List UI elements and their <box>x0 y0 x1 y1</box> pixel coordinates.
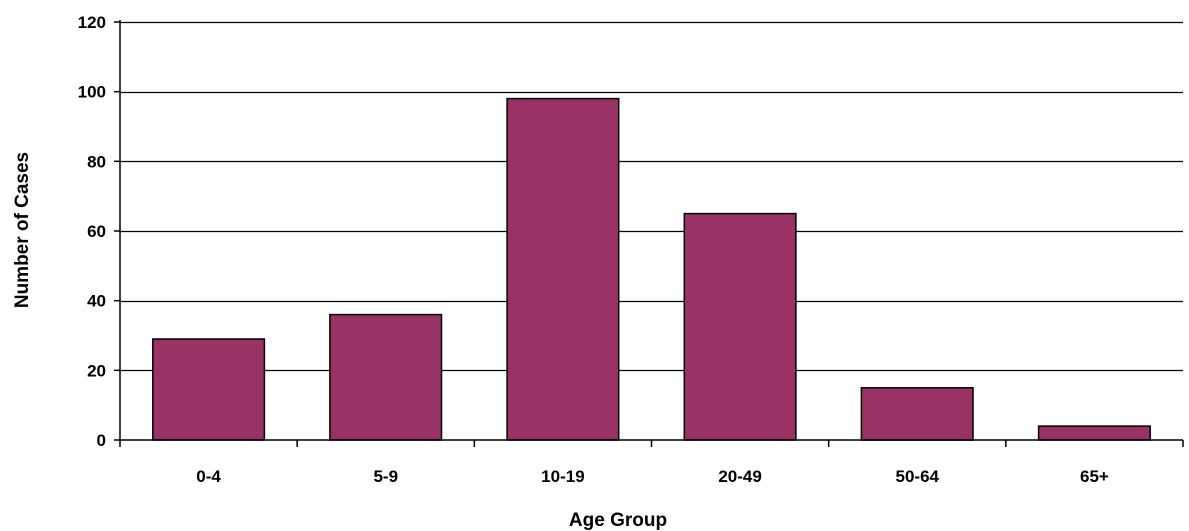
y-tick-label: 0 <box>97 431 106 450</box>
x-tick-label: 20-49 <box>718 467 761 486</box>
y-axis-title: Number of Cases <box>12 152 33 308</box>
y-tick-label: 60 <box>87 222 106 241</box>
y-tick-label: 80 <box>87 152 106 171</box>
x-tick-label: 5-9 <box>373 467 398 486</box>
x-tick-label: 10-19 <box>541 467 584 486</box>
gridlines <box>120 21 1183 372</box>
y-tick-label: 100 <box>78 83 106 102</box>
bar-5-9 <box>329 313 443 441</box>
y-axis-ticks: 0 20 40 60 80 100 120 <box>78 13 120 450</box>
y-tick-label: 120 <box>78 13 106 32</box>
bar-20-49 <box>683 212 797 441</box>
bars <box>152 97 1151 441</box>
y-tick-label: 40 <box>87 292 106 311</box>
y-tick-label: 20 <box>87 361 106 380</box>
x-axis-ticks: 0-4 5-9 10-19 20-49 50-64 65+ <box>119 440 1184 486</box>
x-tick-label: 50-64 <box>896 467 940 486</box>
axes <box>119 20 1183 441</box>
x-tick-label: 0-4 <box>196 467 221 486</box>
x-axis-title: Age Group <box>569 510 667 531</box>
bar-65+ <box>1037 425 1151 441</box>
bar-0-4 <box>152 338 266 441</box>
x-tick-label: 65+ <box>1080 467 1109 486</box>
bar-10-19 <box>506 97 620 441</box>
bar-50-64 <box>860 387 974 441</box>
